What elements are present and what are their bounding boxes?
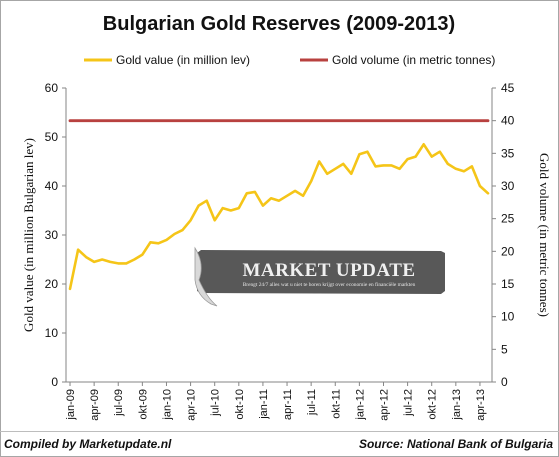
y-tick-label-right: 45 (501, 81, 515, 95)
y-tick-label-left: 40 (45, 179, 59, 193)
y-axis-title-left: Gold value (in million Bulgarian lev) (21, 138, 36, 332)
y-tick-label-right: 35 (501, 146, 515, 160)
y-tick-label-left: 0 (51, 375, 58, 389)
watermark-banner (197, 250, 445, 294)
y-axis-title-right: Gold volume (in metric tonnes) (537, 153, 552, 317)
watermark-subtitle: Brengt 24/7 alles wat u niet te horen kr… (243, 281, 416, 288)
x-tick-label: jan-12 (354, 389, 366, 421)
x-tick-label: apr-12 (378, 389, 390, 421)
footer-credit: Compiled by Marketupdate.nl (4, 437, 172, 451)
x-tick-label: jan-10 (161, 389, 173, 421)
y-tick-label-right: 0 (501, 375, 508, 389)
y-tick-label-right: 10 (501, 310, 515, 324)
x-tick-label: apr-13 (475, 389, 487, 421)
y-tick-label-left: 20 (45, 277, 59, 291)
y-tick-label-left: 60 (45, 81, 59, 95)
x-tick-label: okt-11 (330, 389, 342, 419)
x-tick-label: okt-10 (234, 389, 246, 420)
series-line-1 (68, 143, 490, 291)
footer-divider (0, 431, 559, 432)
legend-label-1: Gold value (in million lev) (116, 53, 250, 67)
y-tick-label-right: 15 (501, 277, 515, 291)
y-tick-label-right: 5 (501, 342, 508, 356)
x-tick-label: jul-11 (306, 389, 318, 416)
y-tick-label-right: 40 (501, 114, 515, 128)
y-tick-label-right: 20 (501, 244, 515, 258)
watermark-title: MARKET UPDATE (242, 260, 415, 281)
x-tick-label: jul-12 (403, 389, 415, 417)
watermark-curl (194, 246, 218, 307)
x-tick-label: jan-13 (451, 389, 463, 421)
x-tick-label: apr-11 (282, 389, 294, 420)
y-tick-label-right: 25 (501, 212, 515, 226)
y-tick-label-right: 30 (501, 179, 515, 193)
y-tick-label-left: 50 (45, 130, 59, 144)
y-tick-label-left: 10 (45, 326, 59, 340)
x-tick-label: okt-09 (137, 389, 149, 420)
x-tick-label: apr-10 (186, 389, 198, 421)
x-tick-label: jan-11 (258, 389, 270, 420)
x-tick-label: jan-09 (65, 389, 77, 421)
footer-source: Source: National Bank of Bulgaria (358, 437, 553, 451)
x-tick-label: jul-09 (113, 389, 125, 417)
x-tick-label: jul-10 (210, 389, 222, 417)
y-tick-label-left: 30 (45, 228, 59, 242)
x-tick-label: okt-12 (427, 389, 439, 420)
chart-title: Bulgarian Gold Reserves (2009-2013) (103, 13, 455, 35)
x-tick-label: apr-09 (89, 389, 101, 421)
legend-label-2: Gold volume (in metric tonnes) (332, 53, 495, 67)
